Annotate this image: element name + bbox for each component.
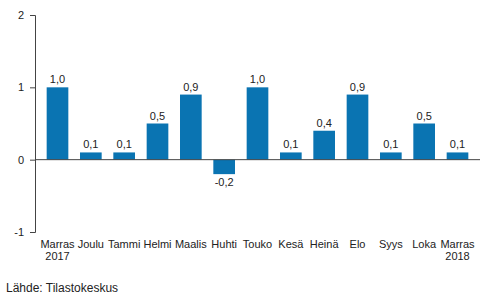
bar	[413, 124, 435, 160]
x-tick-label: Kesä	[278, 238, 304, 250]
y-tick-label: 0	[18, 154, 24, 166]
x-tick-label-line: Helmi	[143, 238, 171, 250]
x-tick-label-line: Kesä	[278, 238, 304, 250]
bar	[113, 152, 135, 159]
bar	[280, 152, 302, 159]
x-tick-label-line: 2017	[45, 250, 69, 262]
bars	[47, 87, 469, 174]
x-tick: Huhti	[211, 238, 237, 250]
x-axis: Marras2017JouluTammiHelmiMaalisHuhtiTouk…	[40, 238, 475, 263]
x-tick-label: Elo	[350, 238, 366, 250]
data-label: 0,1	[117, 138, 132, 150]
y-tick-line	[30, 15, 35, 16]
y-tick-label: 2	[18, 9, 24, 21]
data-label: 0,1	[83, 138, 98, 150]
x-tick: Touko	[243, 238, 272, 250]
data-label: 1,0	[50, 73, 65, 85]
data-labels: 1,0 0,1 0,1 0,5 0,9 -0,2 1,0 0,1 0,4 0,9 0,1 0,5 0,1	[50, 73, 465, 188]
x-tick-label: Syys	[379, 238, 403, 250]
x-tick-label-line: Joulu	[78, 238, 104, 250]
data-label: 0,1	[383, 138, 398, 150]
x-tick-label-line: Tammi	[108, 238, 140, 250]
bar	[213, 160, 235, 174]
data-label: -0,2	[215, 176, 234, 188]
x-tick-label: Huhti	[211, 238, 237, 250]
bar	[380, 152, 402, 159]
x-tick-label: Marras2017	[40, 238, 75, 263]
bar	[180, 95, 202, 160]
x-tick-label-line: Loka	[412, 238, 437, 250]
data-label: 0,5	[417, 110, 432, 122]
x-tick: Elo	[350, 238, 366, 250]
x-tick: Helmi	[143, 238, 171, 250]
y-axis-line	[30, 16, 36, 233]
x-tick: Marras2018	[440, 238, 475, 263]
data-label: 1,0	[250, 73, 265, 85]
x-tick-label-line: 2018	[445, 250, 469, 262]
chart: -1 0 1 2 1,0 0,1 0,1 0,5 0,9 -0,2 1,0 0,1 0,4 0,9 0,1 0…	[0, 0, 493, 304]
x-tick-label: Helmi	[143, 238, 171, 250]
data-label: 0,5	[150, 110, 165, 122]
x-tick-label: Marras2018	[440, 238, 475, 263]
data-label: 0,9	[183, 81, 198, 93]
x-tick: Maalis	[175, 238, 207, 250]
x-tick: Heinä	[310, 238, 340, 250]
x-tick-label: Joulu	[78, 238, 104, 250]
x-tick-label-line: Maalis	[175, 238, 207, 250]
x-tick-label-line: Heinä	[310, 238, 340, 250]
data-label: 0,1	[450, 138, 465, 150]
bar	[347, 95, 369, 160]
y-tick: -1	[14, 226, 35, 238]
x-tick-label-line: Elo	[350, 238, 366, 250]
data-label: 0,1	[283, 138, 298, 150]
y-tick-line	[30, 87, 35, 88]
x-tick: Syys	[379, 238, 403, 250]
x-tick: Kesä	[278, 238, 304, 250]
bar	[313, 131, 335, 160]
data-label: 0,9	[350, 81, 365, 93]
x-tick-label-line: Touko	[243, 238, 272, 250]
x-tick: Joulu	[78, 238, 104, 250]
x-tick-label: Touko	[243, 238, 272, 250]
bar	[447, 152, 469, 159]
x-tick-label: Tammi	[108, 238, 140, 250]
y-tick-label: 1	[18, 81, 24, 93]
bar	[247, 87, 269, 159]
x-tick-label: Maalis	[175, 238, 207, 250]
x-tick-label-line: Huhti	[211, 238, 237, 250]
y-tick-label: -1	[14, 226, 24, 238]
x-tick-label: Loka	[412, 238, 437, 250]
bar	[47, 87, 69, 159]
y-tick: 0	[18, 154, 35, 166]
y-axis: -1 0 1 2	[14, 9, 35, 238]
x-tick: Tammi	[108, 238, 140, 250]
bar	[80, 152, 102, 159]
x-tick-label-line: Marras	[440, 238, 475, 250]
y-tick: 2	[18, 9, 35, 21]
y-tick-line	[30, 232, 35, 233]
data-label: 0,4	[317, 117, 332, 129]
x-tick: Loka	[412, 238, 437, 250]
zero-line	[35, 159, 480, 160]
x-tick-label-line: Marras	[40, 238, 75, 250]
y-tick-line	[30, 160, 35, 161]
x-tick-label-line: Syys	[379, 238, 403, 250]
source: Lähde: Tilastokeskus	[6, 281, 118, 295]
y-tick: 1	[18, 81, 35, 93]
bar	[147, 124, 169, 160]
x-tick-label: Heinä	[310, 238, 340, 250]
x-tick: Marras2017	[40, 238, 75, 263]
